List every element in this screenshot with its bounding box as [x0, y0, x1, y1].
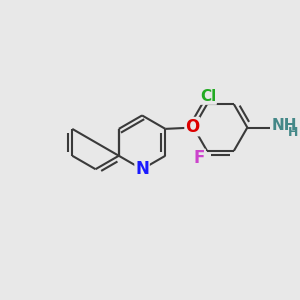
Text: N: N	[135, 160, 149, 178]
Text: H: H	[287, 126, 298, 139]
Text: O: O	[185, 118, 200, 136]
Text: NH: NH	[272, 118, 298, 133]
Text: Cl: Cl	[200, 89, 216, 104]
Text: F: F	[194, 149, 205, 167]
